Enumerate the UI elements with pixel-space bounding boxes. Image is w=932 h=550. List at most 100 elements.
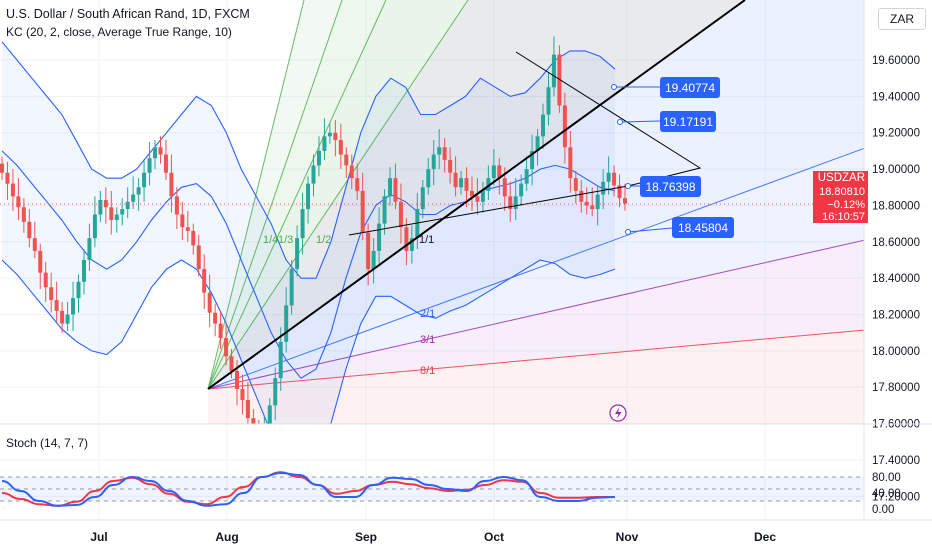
y-tick-label: 18.80000 [872, 200, 920, 212]
candle-body [508, 196, 513, 210]
callout-box [640, 176, 701, 197]
callout-box [660, 77, 720, 98]
candle-body [185, 227, 190, 231]
fan-line [207, 0, 305, 390]
candle-body [595, 194, 600, 210]
fan-line [207, 329, 864, 390]
candle-body [448, 159, 453, 173]
candle-body [191, 230, 196, 246]
fan-label: 1/3 [278, 234, 293, 246]
candle-body [202, 269, 207, 293]
indicator-label: KC (20, 2, close, Average True Range, 10… [6, 25, 232, 39]
stoch-k-line [1, 471, 616, 507]
keltner-channel [1, 41, 616, 424]
stoch-y-tick: 40.00 [872, 488, 901, 500]
candle-body [333, 132, 338, 140]
stoch-y-tick: 80.00 [872, 472, 901, 484]
candle-body [224, 338, 229, 357]
candle-body [393, 178, 398, 202]
candle-body [311, 165, 316, 184]
candle-body [284, 305, 289, 342]
candle-body [142, 172, 147, 188]
candle-body [295, 238, 300, 270]
candle-body [147, 158, 152, 173]
y-tick-label: 18.00000 [872, 346, 920, 358]
callout-anchor [625, 183, 631, 189]
candle-body [38, 250, 43, 273]
stoch-y-tick: 0.00 [872, 504, 894, 516]
x-tick-label: Nov [616, 530, 639, 544]
fan-label: 2/1 [420, 308, 435, 320]
candle-body [513, 196, 518, 210]
candle-body [278, 341, 283, 379]
candle-body [273, 378, 278, 406]
candle-body [568, 147, 573, 179]
callout-box [672, 217, 734, 238]
candle-body [431, 154, 436, 170]
candle-body [475, 196, 480, 202]
candle-body [573, 178, 578, 191]
chart-title: U.S. Dollar / South African Rand, 1D, FX… [6, 7, 250, 21]
candle-body [491, 165, 496, 179]
candle-body [377, 223, 382, 251]
price-tag-countdown: 16:10:57 [813, 211, 868, 223]
fan-line [207, 0, 469, 390]
fan-line [207, 0, 343, 390]
callout-leader [619, 120, 661, 123]
candle-body [71, 298, 76, 315]
candle-body [131, 194, 136, 202]
candle-body [409, 238, 414, 251]
y-tick-label: 18.60000 [872, 237, 920, 249]
candle-body [98, 199, 103, 215]
stochastic-pane: 80.00 40.00 0.00 [0, 471, 901, 516]
candle-body [229, 356, 234, 371]
callout-leader [627, 227, 673, 233]
callout-value: 18.45804 [678, 221, 728, 235]
candle-body [218, 323, 223, 339]
candle-body [404, 227, 409, 251]
callout-anchor [625, 229, 631, 235]
currency-selector[interactable]: ZAR [878, 8, 926, 30]
fan-label: 1/1 [419, 234, 434, 246]
candle-body [349, 165, 354, 179]
candle-body [453, 172, 458, 188]
candle-body [551, 54, 556, 88]
candle-body [60, 310, 65, 324]
candle-body [120, 209, 125, 215]
candle-body [388, 178, 393, 197]
candle-body [207, 292, 212, 313]
y-tick-label: 19.00000 [872, 164, 920, 176]
candle-body [415, 209, 420, 239]
callout-anchor [611, 84, 617, 90]
callout-anchor [617, 119, 623, 125]
candle-body [459, 178, 464, 188]
candle-body [16, 196, 21, 208]
candle-body [163, 154, 168, 173]
lightning-bolt [615, 407, 622, 419]
callout-value: 19.17191 [663, 115, 713, 129]
candle-body [344, 154, 349, 166]
chart-labels: 19.40774 19.17191 18.76398 18.45804 1/4 1/3 1/… [263, 77, 734, 422]
candle-body [535, 136, 540, 151]
candle-body [27, 221, 32, 239]
candle-body [158, 147, 163, 155]
candle-body [584, 201, 589, 206]
kc-band [2, 41, 615, 424]
candle-body [327, 132, 332, 137]
callout-value: 19.40774 [665, 81, 715, 95]
price-tag-symbol: USDZAR [813, 171, 868, 186]
candle-body [530, 150, 535, 170]
candle-body [213, 312, 218, 324]
candle-body [169, 172, 174, 197]
y-tick-label: 19.40000 [872, 91, 920, 103]
candle-body [366, 232, 371, 270]
candle-body [617, 185, 622, 199]
candle-body [360, 190, 365, 233]
candle-body [65, 314, 70, 324]
candle-body [87, 238, 92, 260]
candles [0, 36, 627, 424]
candle-body [601, 181, 606, 195]
trend-drawings [0, 0, 864, 390]
